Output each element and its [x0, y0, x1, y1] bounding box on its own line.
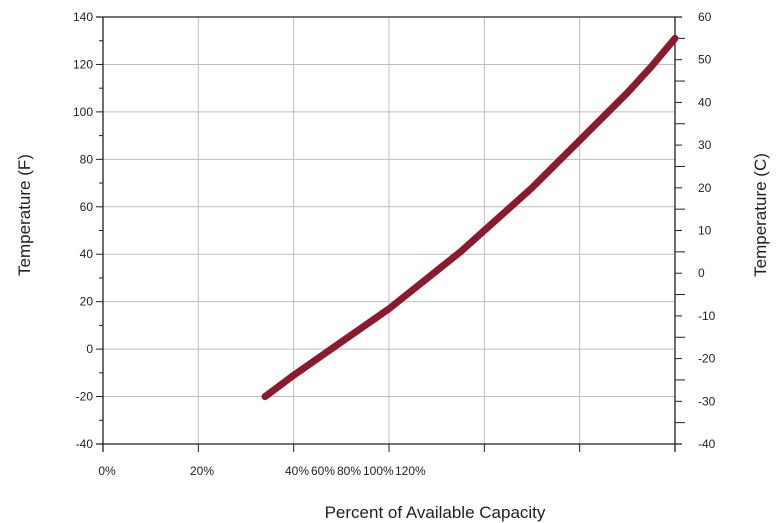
y-tick-label-right: -40 — [698, 437, 716, 451]
y-tick-label-right: 50 — [698, 53, 712, 67]
y-axis-left: -40 -20 0 20 40 60 80 100 120 140 — [73, 10, 103, 451]
x-axis: 0% 20% 40% 60% 80% 100% 120% — [98, 444, 676, 478]
y-tick-label-left: 0 — [86, 342, 93, 356]
x-axis-title: Percent of Available Capacity — [325, 503, 546, 522]
y-tick-label-left: 100 — [73, 105, 93, 119]
y-tick-label-left: -40 — [76, 437, 94, 451]
x-tick-label: 80% — [337, 464, 361, 478]
y-axis-right: -40 -30 -20 -10 0 10 20 30 40 50 60 — [675, 10, 716, 451]
y-tick-label-left: 120 — [73, 57, 93, 71]
y-tick-label-left: 20 — [80, 295, 94, 309]
y-tick-label-right: 60 — [698, 10, 712, 24]
x-tick-label: 100% — [363, 464, 394, 478]
x-tick-label: 20% — [190, 464, 214, 478]
y-tick-label-left: -20 — [76, 390, 94, 404]
y-tick-label-left: 60 — [80, 200, 94, 214]
y-axis-title-left: Temperature (F) — [15, 154, 34, 276]
y-tick-label-right: -20 — [698, 352, 716, 366]
y-tick-label-right: -30 — [698, 394, 716, 408]
x-tick-label: 0% — [98, 464, 116, 478]
series-line — [261, 34, 679, 401]
y-tick-label-right: 30 — [698, 138, 712, 152]
y-tick-label-left: 140 — [73, 10, 93, 24]
y-tick-label-left: 80 — [80, 152, 94, 166]
series-layer — [261, 34, 679, 401]
y-tick-label-right: 0 — [698, 266, 705, 280]
y-tick-label-left: 40 — [80, 247, 94, 261]
grid — [103, 16, 675, 444]
x-tick-label: 120% — [395, 464, 426, 478]
x-tick-label: 60% — [311, 464, 335, 478]
y-tick-label-right: 20 — [698, 181, 712, 195]
y-axis-title-right: Temperature (C) — [751, 153, 770, 277]
y-tick-label-right: -10 — [698, 309, 716, 323]
x-tick-label: 40% — [285, 464, 309, 478]
y-tick-label-right: 10 — [698, 224, 712, 238]
y-tick-label-right: 40 — [698, 95, 712, 109]
